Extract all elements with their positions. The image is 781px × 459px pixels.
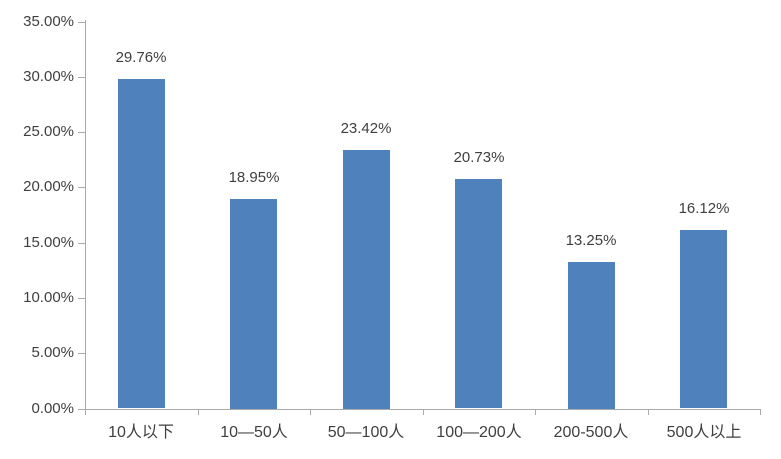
y-axis-tick: [78, 187, 85, 188]
y-axis-tick-label: 20.00%: [23, 178, 74, 195]
bar-value-label: 13.25%: [565, 232, 617, 249]
x-axis-tick: [423, 408, 424, 415]
x-axis-tick: [535, 408, 536, 415]
x-axis-tick: [648, 408, 649, 415]
bar-value-label: 29.76%: [115, 49, 167, 66]
y-axis-tick-label: 15.00%: [23, 234, 74, 251]
x-axis-category-label: 10—50人: [220, 424, 288, 441]
x-axis-category-label: 500人以上: [666, 424, 742, 441]
x-axis-category-label: 100—200人: [436, 424, 522, 441]
bar-value-label: 23.42%: [340, 120, 392, 137]
y-axis-tick-label: 0.00%: [31, 400, 74, 417]
bar-value-label: 20.73%: [453, 149, 505, 166]
x-axis-category-label: 200-500人: [553, 424, 629, 441]
y-axis-tick: [78, 22, 85, 23]
bar-value-label: 18.95%: [228, 169, 280, 186]
x-axis-tick: [310, 408, 311, 415]
y-axis-tick-label: 10.00%: [23, 289, 74, 306]
x-axis-tick: [760, 408, 761, 415]
bar: [230, 199, 277, 409]
y-axis-tick: [78, 132, 85, 133]
y-axis-tick: [78, 243, 85, 244]
y-axis-tick-label: 35.00%: [23, 13, 74, 30]
y-axis-tick-label: 25.00%: [23, 123, 74, 140]
x-axis-tick: [85, 408, 86, 415]
y-axis-tick: [78, 77, 85, 78]
y-axis-tick: [78, 409, 85, 410]
x-axis-tick: [198, 408, 199, 415]
x-axis-category-label: 10人以下: [108, 424, 174, 441]
bar: [568, 262, 615, 409]
y-axis-tick: [78, 298, 85, 299]
y-axis-tick-label: 5.00%: [31, 344, 74, 361]
y-axis-line: [85, 19, 86, 409]
y-axis-tick: [78, 353, 85, 354]
bar-value-label: 16.12%: [678, 200, 730, 217]
bar: [343, 150, 390, 409]
bar: [118, 79, 165, 408]
y-axis-tick-label: 30.00%: [23, 68, 74, 85]
bar: [680, 230, 727, 408]
bar: [455, 179, 502, 408]
x-axis-category-label: 50—100人: [327, 424, 405, 441]
